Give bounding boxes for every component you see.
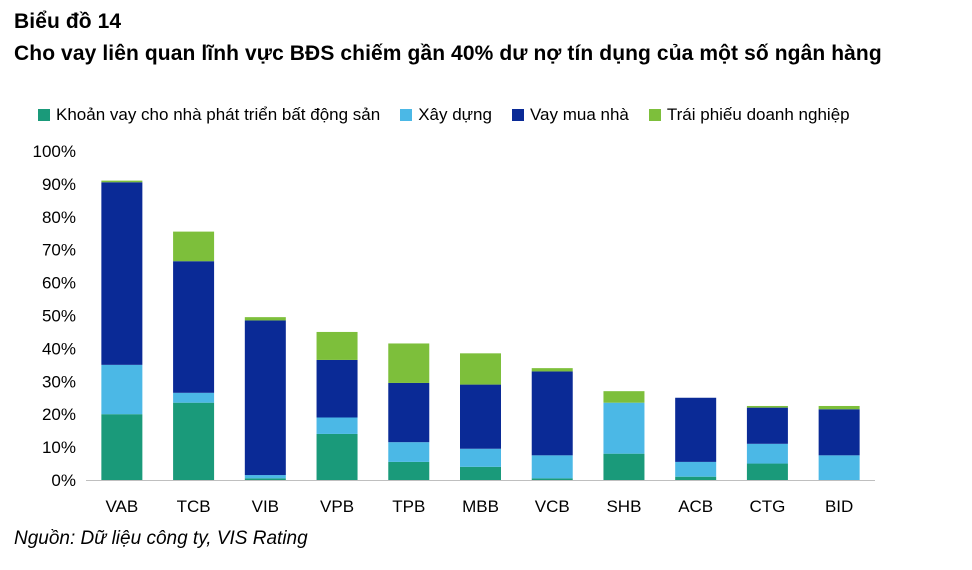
bar-segment-developer-loans [316, 433, 358, 480]
bar-segment-construction [746, 443, 788, 464]
legend-swatch-mortgage [511, 109, 524, 121]
bar-segment-mortgage [173, 261, 215, 393]
source-note: Nguồn: Dữ liệu công ty, VIS Rating [14, 528, 308, 549]
x-tick-label: MBB [462, 497, 499, 516]
bar-segment-corporate-bonds [460, 353, 501, 385]
legend-label-developer-loans: Khoản vay cho nhà phát triển bất động sả… [56, 105, 381, 124]
legend-item-construction: Xây dựng [400, 105, 492, 125]
bar-segment-developer-loans [244, 478, 286, 480]
bar-segment-mortgage [675, 397, 717, 462]
bar-stack-ctg [746, 405, 788, 480]
bar-segment-developer-loans [531, 478, 573, 480]
y-tick-label: 60% [42, 274, 76, 293]
bar-segment-developer-loans [746, 463, 788, 480]
x-tick-label: SHB [606, 497, 641, 516]
bar-segment-mortgage [746, 407, 788, 444]
legend-swatch-construction [400, 109, 413, 121]
bar-segment-developer-loans [101, 414, 143, 480]
bar-segment-construction [316, 417, 358, 434]
bar-stack-shb [603, 391, 645, 480]
y-tick-label: 80% [42, 208, 76, 227]
bar-segment-corporate-bonds [101, 180, 143, 183]
legend-swatch-developer-loans [38, 109, 50, 121]
bar-segment-mortgage [316, 359, 358, 418]
y-tick-label: 30% [42, 372, 76, 391]
bar-segment-corporate-bonds [388, 343, 430, 383]
bar-segment-mortgage [818, 409, 860, 456]
y-tick-label: 70% [42, 241, 76, 260]
bar-segment-mortgage [388, 382, 430, 443]
bar-segment-construction [818, 455, 860, 480]
bar-stack-vab [101, 180, 143, 480]
chart-legend: Khoản vay cho nhà phát triển bất động sả… [38, 105, 870, 125]
x-tick-label: TCB [177, 497, 211, 516]
bar-segment-corporate-bonds [244, 317, 286, 321]
bar-segment-construction [244, 475, 286, 479]
bar-segment-corporate-bonds [818, 405, 860, 410]
y-axis: 0% 10% 20% 30% 40% 50% 60% 70% 80% 90% 100% [33, 142, 76, 490]
legend-label-mortgage: Vay mua nhà [529, 105, 629, 124]
bar-segment-developer-loans [388, 461, 430, 480]
y-tick-label: 0% [51, 471, 76, 490]
bar-segment-corporate-bonds [531, 368, 573, 372]
bar-segment-construction [603, 402, 645, 454]
bar-stack-tpb [388, 343, 430, 480]
bar-segment-developer-loans [173, 402, 215, 480]
legend-label-construction: Xây dựng [418, 105, 492, 124]
bar-segment-corporate-bonds [316, 331, 358, 360]
legend-item-mortgage: Vay mua nhà [511, 105, 629, 125]
bar-segment-construction [173, 392, 215, 403]
x-axis: VAB TCB VIB VPB TPB MBB VCB SHB ACB CTG BID [105, 497, 853, 516]
bars [101, 180, 860, 480]
bar-segment-corporate-bonds [746, 405, 788, 408]
x-tick-label: VIB [252, 497, 279, 516]
bar-segment-mortgage [531, 371, 573, 456]
bar-segment-mortgage [460, 384, 501, 449]
legend-item-developer-loans: Khoản vay cho nhà phát triển bất động sả… [38, 105, 380, 125]
chart-number: Biểu đồ 14 [14, 10, 122, 33]
y-tick-label: 100% [33, 142, 76, 161]
legend-item-corporate-bonds: Trái phiếu doanh nghiệp [648, 105, 850, 125]
y-tick-label: 50% [42, 307, 76, 326]
x-tick-label: VCB [535, 497, 570, 516]
y-tick-label: 40% [42, 339, 76, 358]
x-tick-label: VAB [105, 497, 138, 516]
bar-stack-vpb [316, 331, 358, 480]
bar-segment-construction [101, 364, 143, 415]
bar-stack-bid [818, 405, 860, 480]
bar-segment-construction [531, 455, 573, 479]
x-tick-label: BID [825, 497, 853, 516]
bar-segment-construction [460, 448, 501, 467]
chart-title: Cho vay liên quan lĩnh vực BĐS chiếm gần… [14, 42, 882, 65]
bar-segment-developer-loans [603, 453, 645, 480]
bar-stack-tcb [173, 231, 215, 480]
x-tick-label: CTG [749, 497, 785, 516]
bar-segment-construction [388, 442, 430, 462]
legend-swatch-corporate-bonds [648, 109, 661, 121]
bar-segment-developer-loans [675, 476, 717, 480]
y-tick-label: 10% [42, 438, 76, 457]
x-tick-label: VPB [320, 497, 354, 516]
bar-stack-acb [675, 397, 717, 480]
y-tick-label: 90% [42, 175, 76, 194]
bar-segment-mortgage [101, 182, 143, 365]
bar-segment-mortgage [244, 320, 286, 476]
bar-segment-corporate-bonds [603, 391, 645, 403]
bar-segment-construction [675, 461, 717, 477]
bar-stack-vcb [531, 368, 573, 480]
x-tick-label: TPB [392, 497, 425, 516]
legend-label-corporate-bonds: Trái phiếu doanh nghiệp [666, 105, 850, 124]
bar-stack-mbb [460, 353, 501, 480]
bar-segment-developer-loans [460, 466, 501, 480]
bar-segment-corporate-bonds [173, 231, 215, 262]
bar-stack-vib [244, 317, 286, 480]
y-tick-label: 20% [42, 405, 76, 424]
x-tick-label: ACB [678, 497, 713, 516]
